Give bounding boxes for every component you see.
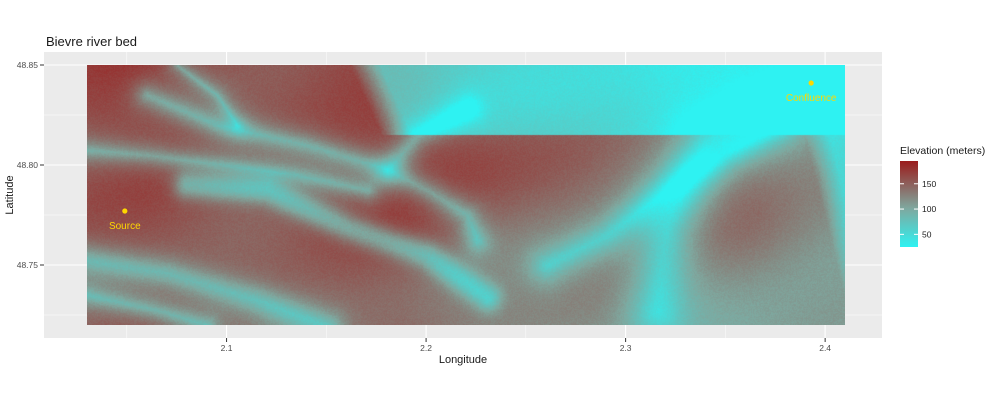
elevation-raster — [86, 65, 845, 325]
x-tick-label: 2.1 — [221, 343, 233, 353]
y-axis-label: Latitude — [4, 175, 16, 214]
x-axis-label: Longitude — [439, 354, 487, 366]
point-label: Source — [109, 221, 141, 232]
legend-colorbar — [900, 161, 918, 247]
x-tick-label: 2.3 — [620, 343, 632, 353]
point-label: Confluence — [786, 93, 837, 104]
x-tick-label: 2.4 — [819, 343, 831, 353]
x-tick-label: 2.2 — [420, 343, 432, 353]
legend-tick-label: 50 — [922, 229, 932, 239]
elevation-raster-area — [86, 65, 845, 325]
chart-title: Bievre river bed — [46, 34, 137, 49]
axes: 2.1 2.2 2.3 2.4 48.75 48.80 48.85 — [17, 60, 832, 353]
legend-tick-label: 150 — [922, 179, 936, 189]
elevation-raster-canvas — [86, 65, 845, 325]
legend-title: Elevation (meters) — [900, 145, 985, 157]
y-tick-label: 48.80 — [17, 160, 39, 170]
legend-tick-label: 100 — [922, 204, 936, 214]
point-marker — [122, 208, 128, 214]
legend: Elevation (meters) 50 100 150 — [900, 145, 985, 247]
y-tick-label: 48.75 — [17, 260, 39, 270]
y-tick-label: 48.85 — [17, 60, 39, 70]
point-marker — [808, 80, 814, 86]
annotation-points: Source Confluence — [109, 80, 837, 232]
legend-ticks: 50 100 150 — [900, 179, 936, 239]
